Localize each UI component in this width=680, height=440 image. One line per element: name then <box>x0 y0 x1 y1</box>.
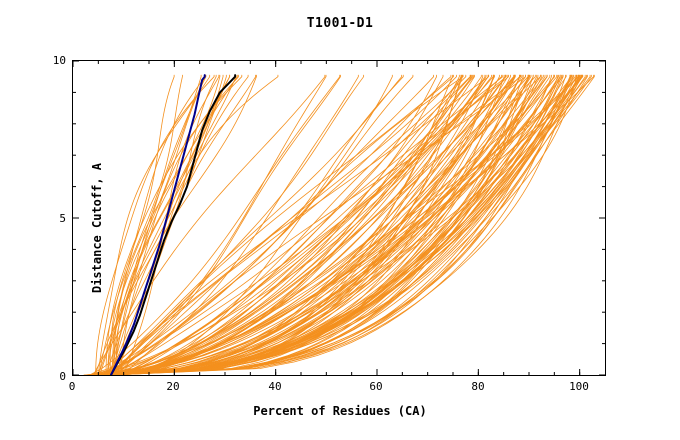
chart-series-line <box>98 74 580 375</box>
chart-series-line <box>116 74 475 375</box>
x-tick-100: 100 <box>569 380 589 393</box>
chart-series-line <box>119 74 509 375</box>
chart-series-line <box>108 74 546 375</box>
chart-series-line <box>97 74 434 375</box>
chart-series-line <box>107 74 521 375</box>
chart-series-line <box>106 74 365 375</box>
chart-series-line <box>101 74 487 375</box>
chart-series-line <box>83 74 509 375</box>
chart-series-line <box>94 74 576 375</box>
chart-series-line <box>96 74 567 375</box>
chart-series-line <box>101 74 403 375</box>
x-tick-20: 20 <box>166 380 180 393</box>
chart-series-line <box>100 74 584 375</box>
chart-series-line <box>103 74 564 375</box>
chart-series-line <box>91 74 463 375</box>
chart-series-line <box>88 74 502 375</box>
chart-series-line <box>106 74 341 375</box>
chart-series-line <box>112 74 206 375</box>
chart-series-line <box>98 74 211 375</box>
chart-series-line <box>119 74 482 375</box>
chart-series-line <box>107 74 207 375</box>
chart-series-line <box>93 74 586 375</box>
plot-svg <box>73 61 605 375</box>
chart-series-line <box>113 74 238 375</box>
chart-series-line <box>110 74 522 375</box>
chart-series-line <box>123 74 526 375</box>
y-tick-10: 10 <box>52 54 66 67</box>
chart-series-line <box>105 74 437 375</box>
chart-series-line <box>98 74 536 375</box>
chart-series-line <box>112 74 539 375</box>
y-tick-5: 5 <box>59 212 66 225</box>
chart-series-line <box>92 74 577 375</box>
chart-series-line <box>108 74 534 375</box>
x-tick-80: 80 <box>471 380 485 393</box>
chart-series-line <box>92 74 572 375</box>
chart-title: T1001-D1 <box>306 16 374 31</box>
chart-series-line <box>87 74 582 375</box>
chart-series-line <box>98 74 183 375</box>
chart-series-line <box>100 74 504 375</box>
chart-series-line <box>110 74 574 375</box>
chart-series-line <box>112 74 506 375</box>
chart-series-line <box>110 74 237 375</box>
chart-series-line <box>93 74 572 375</box>
chart-series-line <box>113 74 490 375</box>
chart-series-line <box>109 74 221 375</box>
chart-series-line <box>117 74 495 375</box>
chart-series-line <box>98 74 561 375</box>
chart-series-line <box>93 74 526 375</box>
chart-series-line <box>114 74 566 375</box>
chart-series-line <box>95 74 215 375</box>
chart-series-line <box>113 74 279 375</box>
x-axis-label: Percent of Residues (CA) <box>253 404 427 418</box>
chart-series-line <box>114 74 494 375</box>
chart-series-line <box>117 74 520 375</box>
chart-series-line <box>112 74 578 375</box>
chart-series-line <box>89 74 341 375</box>
chart-series-line <box>115 74 520 375</box>
chart-series-line <box>103 74 327 375</box>
chart-series-line <box>109 74 175 375</box>
chart-series-line <box>115 74 475 375</box>
y-tick-0: 0 <box>59 370 66 383</box>
chart-series-line <box>110 74 206 375</box>
chart-series-line <box>109 74 583 375</box>
y-axis-label: Distance Cutoff, A <box>90 162 104 294</box>
x-tick-0: 0 <box>68 380 76 393</box>
plot-area <box>72 60 606 376</box>
chart-series-line <box>112 74 592 375</box>
x-tick-40: 40 <box>268 380 282 393</box>
chart-series-line <box>89 74 414 375</box>
x-tick-60: 60 <box>369 380 383 393</box>
chart-series-line <box>100 74 359 375</box>
chart-series-line <box>101 74 559 375</box>
chart-series-line <box>112 74 548 375</box>
chart-series-line <box>112 74 555 375</box>
chart-series-line <box>93 74 326 375</box>
chart-series-line <box>105 74 588 375</box>
chart-series-line <box>120 74 239 375</box>
chart-series-line <box>111 74 529 375</box>
chart-series-line <box>104 74 581 375</box>
